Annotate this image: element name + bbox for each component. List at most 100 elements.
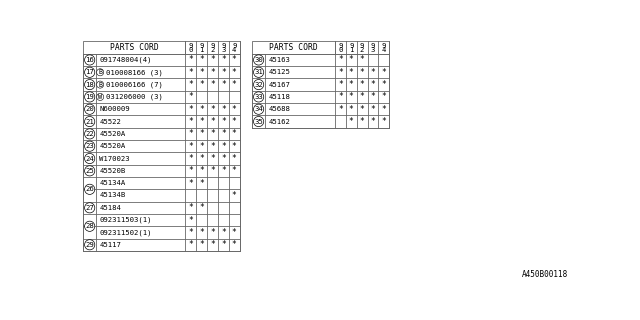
Text: *: *: [349, 105, 354, 114]
Text: 32: 32: [254, 82, 263, 88]
Text: *: *: [338, 68, 343, 77]
Text: 20: 20: [85, 106, 94, 112]
Text: 45184: 45184: [99, 205, 121, 211]
Text: *: *: [199, 55, 204, 64]
Text: 0: 0: [189, 47, 193, 53]
Text: 45125: 45125: [268, 69, 290, 75]
Text: 24: 24: [85, 156, 94, 162]
Text: 45522: 45522: [99, 118, 121, 124]
Text: 28: 28: [85, 223, 94, 229]
Text: W170023: W170023: [99, 156, 130, 162]
Text: 9: 9: [221, 43, 225, 49]
Text: 092311503(1): 092311503(1): [99, 217, 152, 223]
Text: 091748004(4): 091748004(4): [99, 57, 152, 63]
Text: *: *: [349, 92, 354, 101]
Text: *: *: [199, 228, 204, 237]
Text: *: *: [338, 80, 343, 89]
Text: PARTS CORD: PARTS CORD: [110, 43, 159, 52]
Text: *: *: [232, 80, 237, 89]
Text: 010008166 (3): 010008166 (3): [106, 69, 163, 76]
Text: 45134B: 45134B: [99, 192, 125, 198]
Text: *: *: [199, 105, 204, 114]
Text: B: B: [98, 82, 102, 88]
Text: 45688: 45688: [268, 106, 290, 112]
Text: *: *: [371, 68, 376, 77]
Bar: [252, 42, 389, 128]
Text: *: *: [221, 80, 226, 89]
Bar: [83, 42, 239, 251]
Text: *: *: [221, 129, 226, 138]
Text: 45167: 45167: [268, 82, 290, 88]
Text: 27: 27: [85, 205, 94, 211]
Text: N600009: N600009: [99, 106, 130, 112]
Text: 45163: 45163: [268, 57, 290, 63]
Text: *: *: [188, 240, 193, 249]
Text: 21: 21: [85, 118, 94, 124]
Text: 092311502(1): 092311502(1): [99, 229, 152, 236]
Text: *: *: [371, 80, 376, 89]
Text: A450B00118: A450B00118: [522, 270, 568, 279]
Text: *: *: [199, 142, 204, 151]
Text: 9: 9: [200, 43, 204, 49]
Text: *: *: [221, 55, 226, 64]
Text: *: *: [338, 105, 343, 114]
Text: 45134A: 45134A: [99, 180, 125, 186]
Text: 45520B: 45520B: [99, 168, 125, 174]
Text: 4: 4: [381, 47, 386, 53]
Text: *: *: [199, 179, 204, 188]
Text: B: B: [98, 69, 102, 75]
Text: *: *: [188, 142, 193, 151]
Text: *: *: [221, 117, 226, 126]
Text: *: *: [360, 55, 365, 64]
Text: *: *: [232, 240, 237, 249]
Text: *: *: [188, 92, 193, 101]
Text: 30: 30: [254, 57, 263, 63]
Text: *: *: [232, 228, 237, 237]
Text: *: *: [349, 117, 354, 126]
Text: 45118: 45118: [268, 94, 290, 100]
Text: *: *: [360, 92, 365, 101]
Text: *: *: [188, 80, 193, 89]
Text: *: *: [371, 92, 376, 101]
Text: 9: 9: [371, 43, 375, 49]
Text: *: *: [188, 117, 193, 126]
Text: *: *: [381, 92, 386, 101]
Text: 0: 0: [338, 47, 342, 53]
Text: *: *: [199, 129, 204, 138]
Text: 26: 26: [85, 186, 94, 192]
Text: *: *: [210, 142, 215, 151]
Text: 29: 29: [85, 242, 94, 248]
Text: 2: 2: [360, 47, 364, 53]
Text: *: *: [199, 68, 204, 77]
Text: 23: 23: [85, 143, 94, 149]
Text: *: *: [381, 68, 386, 77]
Text: *: *: [221, 228, 226, 237]
Text: *: *: [338, 92, 343, 101]
Text: 1: 1: [349, 47, 353, 53]
Text: *: *: [221, 166, 226, 175]
Text: 45162: 45162: [268, 118, 290, 124]
Text: *: *: [381, 105, 386, 114]
Text: *: *: [221, 142, 226, 151]
Text: *: *: [221, 240, 226, 249]
Text: 9: 9: [349, 43, 353, 49]
Text: *: *: [232, 129, 237, 138]
Text: 9: 9: [211, 43, 214, 49]
Text: *: *: [199, 203, 204, 212]
Text: 45520A: 45520A: [99, 131, 125, 137]
Text: *: *: [188, 216, 193, 225]
Text: 9: 9: [381, 43, 386, 49]
Text: *: *: [199, 240, 204, 249]
Text: *: *: [232, 166, 237, 175]
Text: *: *: [349, 80, 354, 89]
Text: 9: 9: [360, 43, 364, 49]
Text: *: *: [232, 117, 237, 126]
Text: *: *: [338, 55, 343, 64]
Text: *: *: [349, 68, 354, 77]
Text: 9: 9: [338, 43, 342, 49]
Text: *: *: [221, 105, 226, 114]
Text: *: *: [232, 142, 237, 151]
Text: *: *: [232, 105, 237, 114]
Text: *: *: [349, 55, 354, 64]
Text: *: *: [381, 117, 386, 126]
